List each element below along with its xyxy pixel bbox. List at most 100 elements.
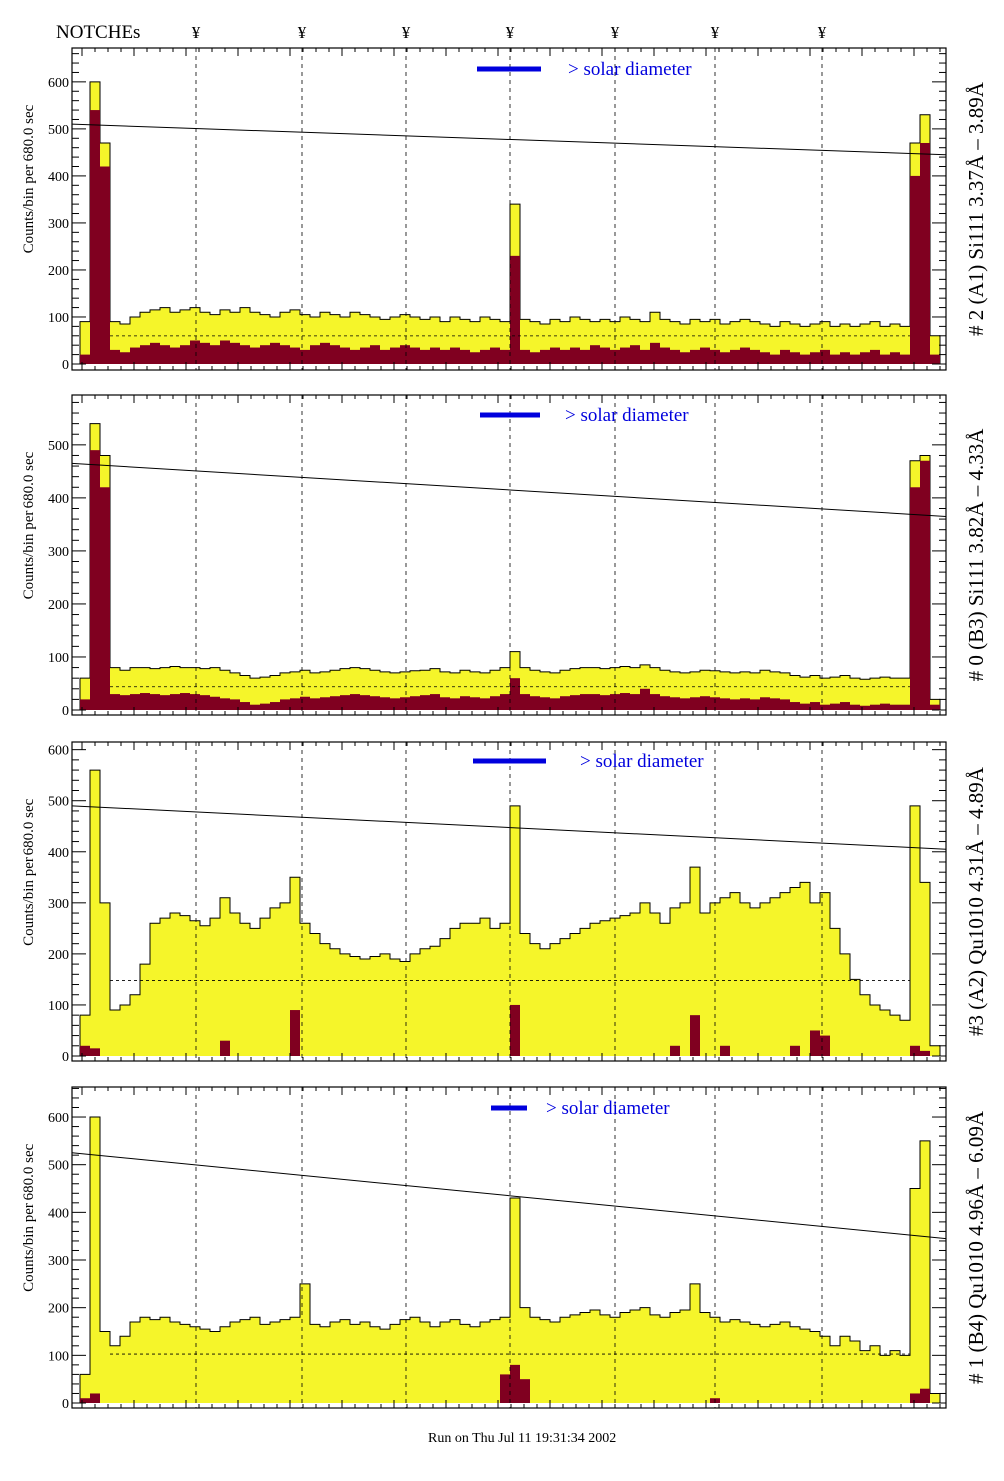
y-tick-label: 400 [48, 492, 69, 507]
total-bar [80, 1374, 90, 1403]
total-bar [590, 667, 600, 710]
y-tick-label: 200 [48, 264, 69, 279]
total-bar [260, 677, 270, 710]
total-bar [820, 678, 830, 710]
total-bar [320, 312, 330, 364]
filtered-bar [390, 698, 400, 710]
total-bar [800, 1329, 810, 1403]
total-bar [380, 319, 390, 364]
total-outline [79, 769, 941, 1056]
total-bar [600, 920, 610, 1056]
filtered-bar [480, 698, 490, 710]
total-bar [140, 312, 150, 364]
total-bar [420, 670, 430, 710]
filtered-bar [220, 1040, 230, 1056]
total-bar [120, 324, 130, 364]
filtered-bar [820, 349, 830, 364]
total-bar [540, 324, 550, 364]
total-bar [860, 679, 870, 710]
filtered-bar [910, 1393, 920, 1403]
filtered-bar [190, 694, 200, 710]
filtered-bar [270, 342, 280, 364]
filtered-bar [590, 694, 600, 710]
total-bar [450, 316, 460, 364]
filtered-bar [90, 1048, 100, 1056]
total-bar [720, 1321, 730, 1403]
filtered-bar [250, 347, 260, 364]
filtered-bar [230, 699, 240, 710]
filtered-bar [800, 703, 810, 710]
filtered-bar [200, 695, 210, 710]
total-bar [560, 1317, 570, 1403]
plot-frame [71, 1086, 947, 1409]
total-bar [580, 1312, 590, 1403]
total-bar [330, 314, 340, 364]
filtered-bar [710, 697, 720, 710]
total-bar [610, 667, 620, 710]
y-tick-label: 300 [48, 897, 69, 912]
total-bar [650, 1314, 660, 1403]
total-bar [180, 915, 190, 1056]
filtered-bar [870, 704, 880, 710]
total-bar [110, 1345, 120, 1403]
total-bar [780, 672, 790, 710]
filtered-bar [660, 347, 670, 364]
total-bar [210, 314, 220, 364]
total-bar [200, 668, 210, 710]
filtered-bar [170, 694, 180, 710]
panel-title: # 2 (A1) Si111 3.37Å – 3.89Å [964, 81, 988, 336]
total-bar [720, 897, 730, 1056]
filtered-bar [770, 354, 780, 364]
total-bar [220, 1326, 230, 1403]
filtered-bar [120, 352, 130, 364]
total-bar [120, 1336, 130, 1403]
total-bar [670, 1312, 680, 1403]
filtered-bar [520, 349, 530, 364]
total-bar [400, 1319, 410, 1403]
filtered-bar [550, 347, 560, 364]
total-bar [560, 938, 570, 1056]
filtered-bar [640, 688, 650, 710]
total-bar [180, 309, 190, 364]
total-bar [480, 672, 490, 710]
total-bar [550, 1321, 560, 1403]
total-bar [350, 956, 360, 1056]
total-bar [800, 326, 810, 364]
total-bar [670, 907, 680, 1056]
filtered-bar [470, 352, 480, 364]
total-bar [710, 319, 720, 364]
filtered-bar [820, 1035, 830, 1056]
filtered-bar [130, 694, 140, 710]
filtered-bar [290, 1010, 300, 1056]
filtered-bar [910, 1045, 920, 1056]
filtered-bar [320, 342, 330, 364]
filtered-bar [370, 345, 380, 364]
y-tick-label: 200 [48, 1302, 69, 1317]
total-bar [360, 1321, 370, 1403]
total-bar [750, 907, 760, 1056]
total-bar [730, 672, 740, 710]
total-bar [440, 671, 450, 710]
filtered-bar [540, 697, 550, 710]
filtered-bar [740, 698, 750, 710]
filtered-bar [530, 696, 540, 710]
filtered-bar [90, 110, 100, 364]
filtered-bar [160, 345, 170, 364]
filtered-bar [90, 1393, 100, 1403]
total-bar [830, 928, 840, 1056]
total-bar [580, 319, 590, 364]
filtered-bar [310, 345, 320, 364]
filtered-bar [880, 354, 890, 364]
total-bar [370, 956, 380, 1056]
total-bar [880, 1010, 890, 1056]
filtered-bar [920, 460, 930, 710]
panel-3: 0 100 200 300 400 500 600 Counts/bin per 680.0 s… [21, 741, 988, 1065]
total-bar [590, 1310, 600, 1403]
total-bar [110, 321, 120, 364]
total-bar [150, 668, 160, 710]
filtered-bar [90, 450, 100, 710]
total-bar [380, 953, 390, 1056]
filtered-bar [500, 1374, 510, 1403]
y-axis-label: Counts/bin per [21, 857, 37, 946]
filtered-bar [270, 702, 280, 710]
